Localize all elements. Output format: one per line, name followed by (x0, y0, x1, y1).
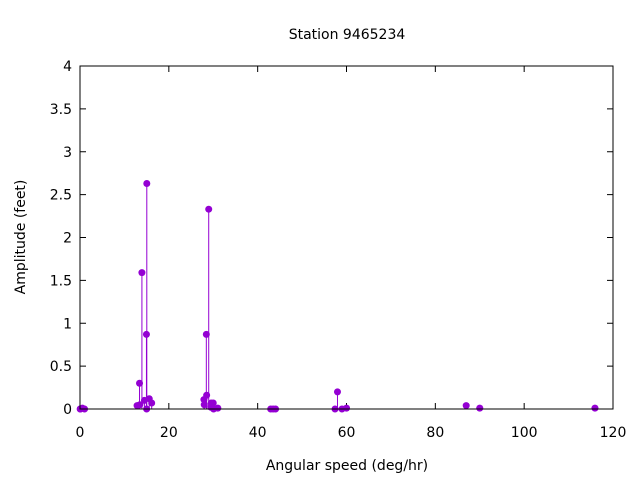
y-tick-label: 0 (63, 402, 72, 418)
data-point (462, 402, 470, 410)
data-point (476, 404, 484, 412)
x-tick-label: 20 (160, 425, 178, 441)
data-point (143, 179, 151, 187)
data-point (343, 404, 350, 412)
y-tick-label: 3 (63, 145, 72, 161)
data-point (333, 388, 341, 396)
data-point (136, 379, 144, 387)
x-tick-label: 60 (338, 425, 356, 441)
y-axis-title: Amplitude (feet) (13, 180, 29, 295)
data-point (148, 399, 156, 407)
data-point (214, 404, 222, 412)
data-point (591, 404, 599, 412)
x-tick-label: 120 (600, 425, 627, 441)
y-tick-label: 1.5 (50, 273, 72, 289)
plot-frame (79, 65, 614, 410)
y-tick-label: 4 (63, 59, 72, 75)
x-tick-label: 40 (249, 425, 267, 441)
y-tick-label: 0.5 (50, 359, 72, 375)
chart-title: Station 9465234 (289, 27, 406, 43)
ticks-layer: 0 20 40 60 80 100 120 0 0.5 1 1.5 2 2.5 3 3.5 4 (50, 59, 627, 441)
x-axis-title: Angular speed (deg/hr) (266, 458, 428, 474)
y-tick-label: 2.5 (50, 188, 72, 204)
x-tick-label: 100 (511, 425, 538, 441)
data-point (202, 330, 210, 338)
y-tick-label: 3.5 (50, 102, 72, 118)
y-tick-label: 1 (63, 316, 72, 332)
x-tick-label: 0 (76, 425, 85, 441)
data-point (209, 399, 217, 407)
data-point (205, 205, 213, 213)
y-tick-label: 2 (63, 231, 72, 247)
x-tick-label: 80 (426, 425, 444, 441)
data-point (138, 269, 146, 277)
